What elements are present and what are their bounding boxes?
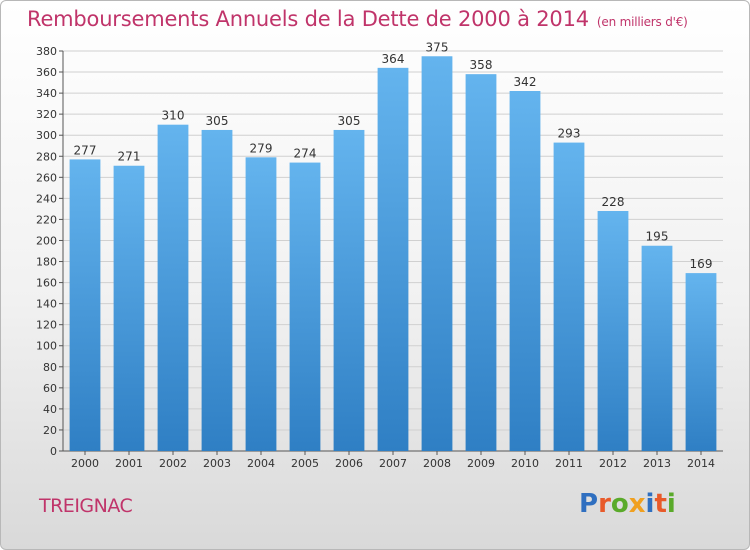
bar-2012: [597, 211, 629, 451]
y-tick-label: 200: [36, 234, 57, 247]
y-tick-label: 140: [36, 298, 57, 311]
x-tick-label-2014: 2014: [687, 457, 715, 470]
axes: 0 20 40 60 80 100 120 140 160 180 200 220 240 260 280 3…: [36, 45, 723, 470]
bar-2003: [201, 129, 233, 451]
logo-letter: t: [654, 489, 667, 519]
y-tick-label: 240: [36, 192, 57, 205]
y-tick-label: 360: [36, 66, 57, 79]
bar-2004: [245, 157, 277, 451]
value-label-2010: 342: [514, 75, 537, 89]
x-tick-label-2007: 2007: [379, 457, 407, 470]
bar-2014: [685, 273, 717, 451]
y-tick-label: 0: [50, 445, 57, 458]
value-label-2012: 228: [602, 195, 625, 209]
y-tick-label: 20: [43, 424, 57, 437]
value-label-2001: 271: [118, 150, 141, 164]
bar-2001: [113, 165, 145, 451]
logo-letter: i: [645, 489, 655, 519]
x-tick-label-2002: 2002: [159, 457, 187, 470]
y-tick-label: 40: [43, 403, 57, 416]
x-tick-label-2003: 2003: [203, 457, 231, 470]
y-tick-label: 120: [36, 319, 57, 332]
y-tick-label: 100: [36, 340, 57, 353]
x-tick-label-2006: 2006: [335, 457, 363, 470]
data-labels: 277 271 310 305 279 274 305 364 375 358 342 293 228 1…: [74, 40, 713, 271]
value-label-2013: 195: [646, 230, 669, 244]
x-tick-label-2013: 2013: [643, 457, 671, 470]
chart-title-text: Remboursements Annuels de la Dette de 20…: [27, 7, 589, 31]
bars: [69, 56, 717, 452]
logo-letter: x: [628, 489, 646, 519]
value-label-2006: 305: [338, 114, 361, 128]
value-label-2011: 293: [558, 127, 581, 141]
y-tick-label: 80: [43, 361, 57, 374]
x-tick-label-2011: 2011: [555, 457, 583, 470]
y-tick-label: 300: [36, 129, 57, 142]
bar-2009: [465, 74, 497, 451]
bar-2000: [69, 159, 101, 451]
x-tick-label-2009: 2009: [467, 457, 495, 470]
value-label-2002: 310: [162, 109, 185, 123]
y-tick-label: 260: [36, 171, 57, 184]
x-tick-label-2012: 2012: [599, 457, 627, 470]
value-label-2014: 169: [690, 257, 713, 271]
y-tick-label: 180: [36, 256, 57, 269]
y-tick-label: 220: [36, 213, 57, 226]
x-tick-label-2005: 2005: [291, 457, 319, 470]
bar-2002: [157, 124, 189, 452]
value-label-2008: 375: [426, 40, 449, 54]
bar-2007: [377, 67, 409, 451]
value-label-2003: 305: [206, 114, 229, 128]
value-label-2005: 274: [294, 147, 317, 161]
y-tick-label: 380: [36, 45, 57, 58]
value-label-2009: 358: [470, 58, 493, 72]
y-tick-label: 160: [36, 277, 57, 290]
chart-title: Remboursements Annuels de la Dette de 20…: [27, 7, 688, 31]
value-label-2007: 364: [382, 52, 405, 66]
bar-2006: [333, 129, 365, 451]
y-tick-label: 280: [36, 150, 57, 163]
x-tick-label-2004: 2004: [247, 457, 275, 470]
logo-letter: r: [598, 489, 611, 519]
x-tick-label-2010: 2010: [511, 457, 539, 470]
value-label-2000: 277: [74, 143, 97, 157]
y-tick-label: 340: [36, 87, 57, 100]
bar-2013: [641, 245, 673, 451]
logo-letter: i: [666, 489, 676, 519]
x-tick-label-2000: 2000: [71, 457, 99, 470]
y-tick-label: 60: [43, 382, 57, 395]
commune-name: TREIGNAC: [39, 495, 133, 517]
logo-letter: o: [610, 489, 629, 519]
x-tick-label-2008: 2008: [423, 457, 451, 470]
bar-2008: [421, 56, 453, 452]
bar-2011: [553, 142, 585, 451]
chart-subtitle: (en milliers d'€): [596, 15, 688, 29]
y-tick-label: 320: [36, 108, 57, 121]
x-tick-label-2001: 2001: [115, 457, 143, 470]
bar-2005: [289, 162, 321, 451]
bar-2010: [509, 91, 541, 451]
value-label-2004: 279: [250, 141, 273, 155]
logo-letter: P: [579, 489, 599, 519]
proxiti-logo: Proxiti: [579, 489, 676, 519]
